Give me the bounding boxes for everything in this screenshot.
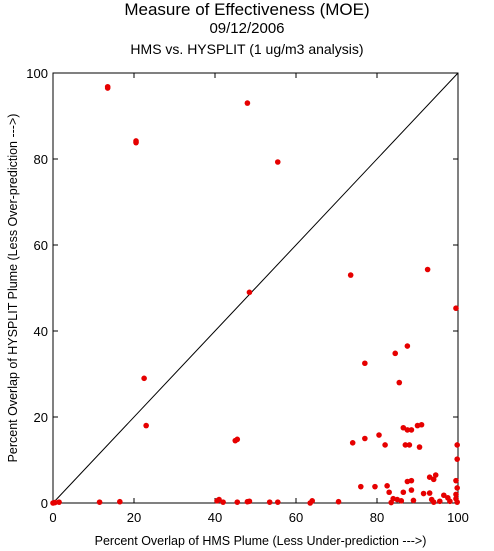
x-tick-label: 100	[447, 510, 469, 525]
x-tick: 40	[208, 73, 222, 525]
plot-area	[52, 72, 459, 504]
y-tick-label: 100	[26, 66, 48, 81]
data-point	[454, 485, 460, 491]
data-point	[143, 422, 149, 429]
chart-title: Measure of Effectiveness (MOE)	[124, 0, 370, 19]
x-tick-label: 60	[289, 510, 303, 525]
data-point	[404, 343, 411, 349]
data-point	[453, 491, 459, 498]
x-axis-ticks: 0 20 40 60 80 100	[49, 73, 469, 525]
data-point	[430, 499, 437, 505]
data-point	[274, 159, 281, 165]
data-point	[104, 83, 111, 90]
chart-subtitle: HMS vs. HYSPLIT (1 ug/m3 analysis)	[130, 41, 364, 57]
data-point	[400, 489, 407, 496]
data-point	[274, 499, 281, 505]
y-tick: 80	[34, 152, 458, 167]
reference-line-y-equals-x	[52, 72, 459, 504]
data-point	[454, 499, 460, 505]
data-point	[220, 499, 226, 505]
y-tick: 100	[26, 66, 58, 81]
data-point	[408, 427, 415, 433]
data-point	[408, 477, 415, 484]
x-tick-label: 0	[49, 510, 56, 525]
data-point	[266, 499, 273, 505]
data-point	[309, 498, 316, 504]
data-point	[453, 305, 459, 312]
data-point	[410, 497, 417, 504]
data-point	[388, 499, 394, 506]
data-point	[404, 427, 411, 433]
data-point	[133, 138, 139, 144]
data-point	[244, 100, 251, 106]
data-point	[454, 442, 460, 448]
y-tick-label: 0	[41, 496, 48, 511]
data-point	[426, 490, 433, 496]
y-tick: 20	[34, 410, 458, 425]
data-point	[436, 498, 443, 505]
y-axis-ticks: 0 20 40 60 80 100	[26, 66, 458, 511]
y-tick-label: 40	[34, 324, 48, 339]
data-point	[372, 483, 378, 490]
data-point	[362, 435, 368, 442]
data-point	[406, 442, 413, 448]
data-point	[362, 360, 368, 367]
data-point	[384, 483, 390, 489]
data-point	[56, 499, 62, 505]
data-point	[386, 489, 392, 496]
data-point	[234, 436, 241, 443]
data-point	[396, 379, 403, 386]
data-point	[141, 375, 147, 382]
data-point	[246, 289, 253, 296]
data-point	[454, 456, 460, 462]
data-point	[347, 272, 354, 278]
x-tick: 20	[127, 73, 141, 525]
data-point	[234, 499, 241, 505]
data-point	[416, 444, 423, 450]
x-tick: 80	[370, 73, 384, 525]
data-point	[408, 487, 415, 493]
data-point	[420, 490, 427, 497]
data-points	[50, 83, 460, 506]
data-point	[430, 476, 437, 483]
y-tick-label: 80	[34, 152, 48, 167]
data-point	[398, 498, 405, 504]
x-tick: 60	[289, 73, 303, 525]
data-point	[402, 442, 409, 448]
data-point	[424, 266, 431, 273]
data-point	[376, 432, 382, 438]
y-axis-label: Percent Overlap of HYSPLIT Plume (Less O…	[6, 114, 20, 463]
data-point	[447, 498, 453, 505]
data-point	[392, 350, 399, 357]
data-point	[117, 498, 123, 505]
data-point	[358, 483, 364, 490]
data-point	[432, 472, 439, 478]
y-tick: 40	[34, 324, 458, 339]
data-point	[96, 499, 103, 505]
y-tick: 60	[34, 238, 458, 253]
y-tick-label: 20	[34, 410, 48, 425]
y-tick-label: 60	[34, 238, 48, 253]
data-point	[216, 496, 222, 503]
data-point	[453, 477, 459, 484]
data-point	[441, 492, 447, 499]
data-point	[52, 499, 58, 506]
x-axis-label: Percent Overlap of HMS Plume (Less Under…	[95, 534, 427, 548]
plot-frame	[52, 72, 459, 504]
data-point	[418, 421, 425, 428]
x-tick-label: 40	[208, 510, 222, 525]
chart-date: 09/12/2006	[209, 20, 285, 37]
data-point	[349, 440, 356, 446]
x-tick-label: 80	[370, 510, 384, 525]
data-point	[246, 498, 253, 505]
data-point	[335, 498, 342, 505]
data-point	[382, 442, 388, 448]
x-tick-label: 20	[127, 510, 141, 525]
